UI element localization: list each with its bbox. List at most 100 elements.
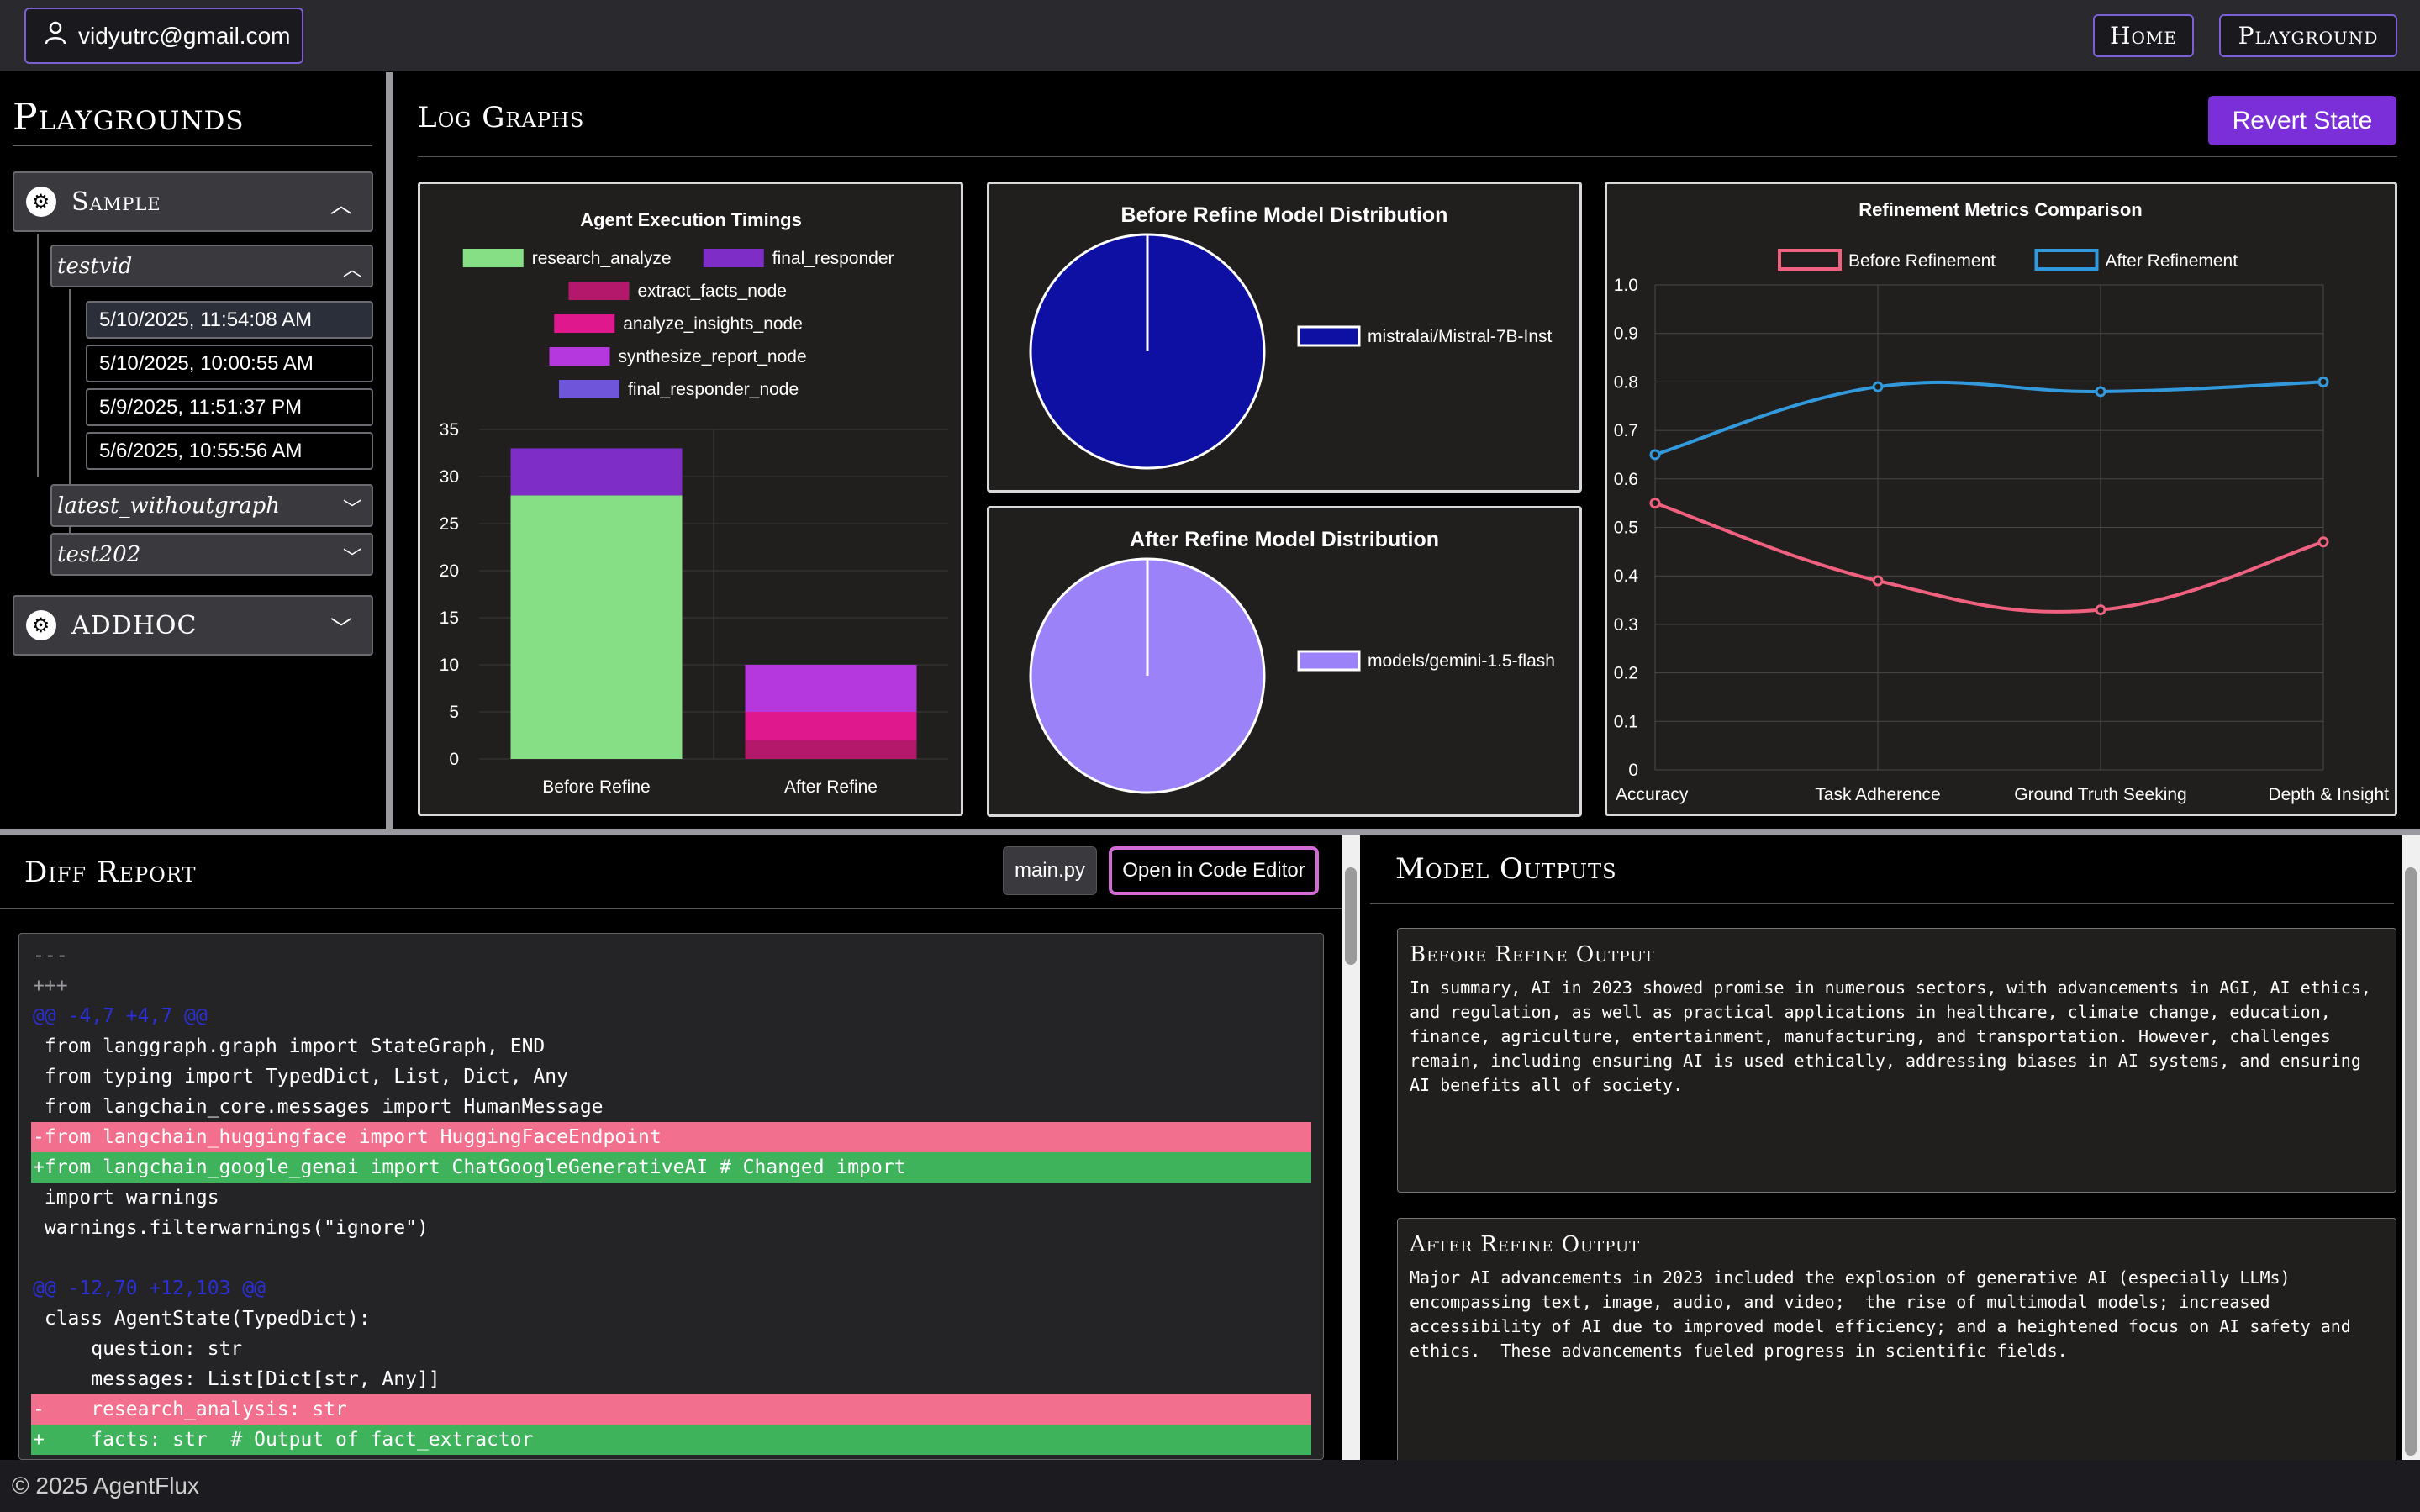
legend-label: models/gemini-1.5-flash: [1368, 651, 1555, 671]
y-tick-label: 0.6: [1614, 470, 1638, 489]
playground-test202[interactable]: test202 ﹀: [50, 533, 373, 576]
run-item[interactable]: 5/10/2025, 11:54:08 AM: [86, 301, 373, 339]
y-tick-label: 25: [440, 514, 459, 534]
scrollbar-thumb[interactable]: [1345, 867, 1357, 965]
diff-divider: [0, 908, 1343, 909]
chart-card-execution-timings: Agent Execution Timings research_analyze f…: [418, 182, 963, 816]
playground-latest-withoutgraph[interactable]: latest_withoutgraph ﹀: [50, 484, 373, 527]
footer: © 2025 AgentFlux: [0, 1460, 2420, 1512]
graphs-divider: [418, 156, 2397, 157]
diff-line-hunk: @@ -4,7 +4,7 @@: [33, 1005, 208, 1027]
open-code-editor-button[interactable]: Open in Code Editor: [1109, 846, 1319, 895]
chart-title: Agent Execution Timings: [580, 209, 802, 230]
legend-label: final_responder: [772, 249, 894, 268]
resize-handle-horizontal[interactable]: [0, 829, 2420, 835]
outputs-divider: [1370, 903, 2394, 904]
y-tick-label: 5: [449, 703, 459, 722]
y-tick-label: 0: [449, 750, 459, 769]
run-item[interactable]: 5/9/2025, 11:51:37 PM: [86, 388, 373, 426]
before-output-card: Before Refine Output In summary, AI in 2…: [1397, 928, 2396, 1193]
data-point: [1872, 381, 1884, 392]
after-output-title: After Refine Output: [1410, 1232, 1641, 1257]
scrollbar-thumb[interactable]: [2405, 867, 2417, 1456]
legend-label: Before Refinement: [1848, 251, 1996, 271]
y-tick-label: 0: [1628, 761, 1638, 780]
outputs-scrollbar[interactable]: [2402, 835, 2420, 1460]
group-label: ADDHOC: [71, 610, 198, 640]
x-tick-label: Depth & Insight: [2268, 785, 2389, 804]
x-tick-label: Task Adherence: [1815, 785, 1940, 804]
diff-line-del: - research_analysis: str: [31, 1394, 1311, 1425]
y-tick-label: 0.2: [1614, 664, 1638, 683]
diff-line-ctx: from typing import TypedDict, List, Dict…: [33, 1066, 568, 1088]
legend-swatch: [2034, 249, 2099, 271]
y-tick-label: 10: [440, 656, 459, 675]
revert-state-button[interactable]: Revert State: [2208, 96, 2396, 145]
chevron-down-icon: ﹀: [330, 617, 353, 642]
legend-swatch: [559, 380, 619, 398]
legend-swatch: [1297, 650, 1361, 672]
user-email: vidyutrc@gmail.com: [78, 22, 291, 49]
diff-scrollbar[interactable]: [1342, 835, 1360, 1460]
playground-label: latest_withoutgraph: [57, 493, 281, 519]
legend-swatch: [1297, 325, 1361, 347]
bar-segment: [745, 740, 917, 759]
y-tick-label: 0.9: [1614, 324, 1638, 344]
diff-line-ctx: question: str: [33, 1338, 243, 1360]
tree-line: [69, 289, 71, 541]
series-line: [1654, 380, 2324, 456]
chart-card-after-distribution: After Refine Model Distribution models/ge…: [987, 506, 1582, 817]
x-tick-label: After Refine: [784, 777, 878, 797]
group-sample[interactable]: ⚙ Sample ︿: [13, 171, 373, 232]
user-account-button[interactable]: vidyutrc@gmail.com: [24, 8, 303, 64]
data-point: [1649, 449, 1661, 461]
diff-code-block: --- +++ @@ -4,7 +4,7 @@ from langgraph.gra…: [18, 933, 1324, 1460]
sidebar-divider: [13, 145, 372, 146]
legend-label: synthesize_report_node: [619, 347, 807, 366]
outputs-title: Model Outputs: [1395, 852, 1617, 886]
legend-label: mistralai/Mistral-7B-Inst: [1368, 327, 1553, 346]
diff-line-ctx: class AgentState(TypedDict):: [33, 1308, 371, 1330]
data-point: [2317, 376, 2329, 387]
diff-line-meta: ---: [33, 945, 68, 967]
y-tick-label: 30: [440, 467, 459, 487]
chevron-down-icon: ﹀: [342, 548, 361, 569]
y-tick-label: 0.7: [1614, 421, 1638, 440]
run-item[interactable]: 5/10/2025, 10:00:55 AM: [86, 345, 373, 382]
legend-swatch: [554, 314, 615, 333]
y-tick-label: 0.3: [1614, 615, 1638, 635]
chart-card-refinement-metrics: Refinement Metrics Comparison Before Refi…: [1605, 182, 2397, 816]
pie-chart-after: After Refine Model Distribution models/ge…: [1029, 528, 1555, 794]
nav-playground-button[interactable]: Playground: [2219, 14, 2397, 57]
bar-chart: Agent Execution Timings research_analyze f…: [440, 209, 948, 797]
y-tick-label: 15: [440, 608, 459, 628]
user-icon: [45, 21, 66, 50]
legend-label: research_analyze: [532, 249, 672, 268]
chevron-down-icon: ﹀: [342, 499, 361, 520]
nav-home-button[interactable]: Home: [2093, 14, 2194, 57]
resize-handle-vertical[interactable]: [386, 72, 393, 829]
tree-line: [37, 234, 39, 477]
series-line: [1654, 501, 2324, 614]
file-tab-button[interactable]: main.py: [1003, 846, 1097, 895]
playgrounds-sidebar: Playgrounds ⚙ Sample ︿ testvid ︿ 5/10/20…: [0, 72, 386, 829]
group-addhoc[interactable]: ⚙ ADDHOC ﹀: [13, 595, 373, 656]
legend-label: analyze_insights_node: [623, 314, 803, 334]
data-point: [1649, 498, 1661, 509]
x-tick-label: Before Refine: [542, 777, 650, 797]
playground-label: test202: [57, 541, 141, 567]
diff-line-ctx: import warnings: [33, 1187, 219, 1209]
data-point: [2317, 536, 2329, 548]
run-item[interactable]: 5/6/2025, 10:55:56 AM: [86, 432, 373, 470]
legend-swatch: [703, 249, 764, 267]
before-output-title: Before Refine Output: [1410, 942, 1655, 967]
model-outputs-panel: Model Outputs Before Refine Output In su…: [1370, 835, 2420, 1470]
data-point: [2095, 386, 2106, 398]
diff-line-ctx: from langgraph.graph import StateGraph, …: [33, 1035, 546, 1057]
playground-testvid[interactable]: testvid ︿: [50, 245, 373, 287]
legend-label: extract_facts_node: [638, 282, 787, 301]
legend-swatch: [568, 282, 630, 300]
bar-segment: [510, 495, 683, 759]
chart-title: After Refine Model Distribution: [1130, 528, 1439, 551]
diff-line-ctx: [31, 1243, 1311, 1273]
